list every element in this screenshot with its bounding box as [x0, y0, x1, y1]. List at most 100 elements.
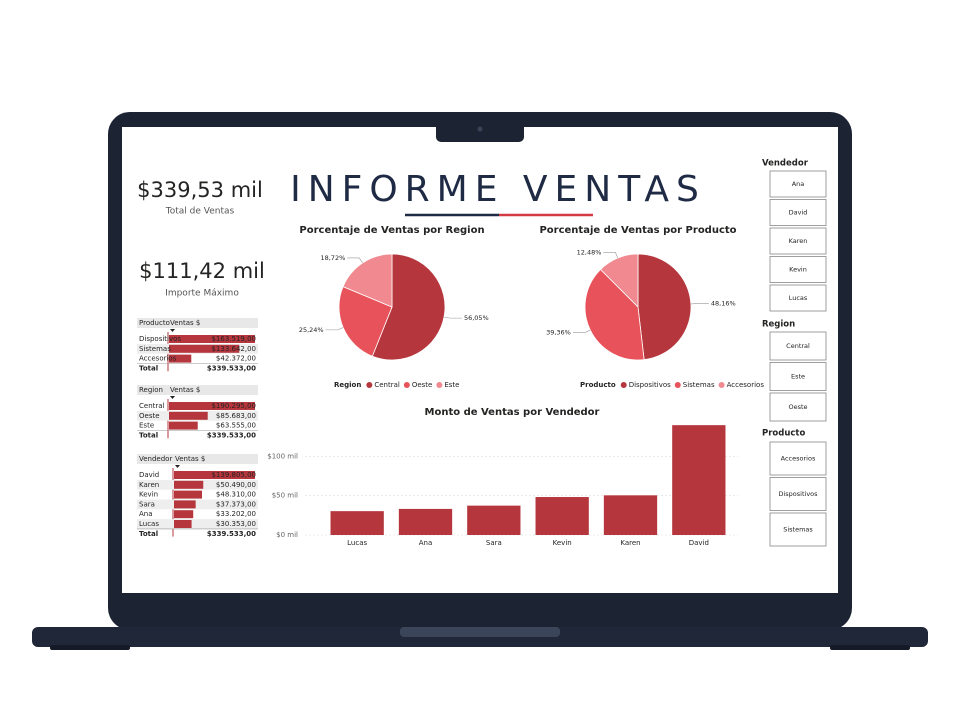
slicer-button-label[interactable]: Kevin	[789, 266, 807, 274]
slicer-button[interactable]	[769, 441, 827, 476]
legend-label: Sistemas	[683, 381, 715, 389]
bar	[398, 508, 453, 535]
kpi-label: Importe Máximo	[165, 289, 239, 299]
legend-label: Central	[374, 381, 400, 389]
table-total: $339.533,00	[207, 530, 256, 538]
legend-marker	[366, 382, 373, 388]
y-tick-label: $0 mil	[276, 531, 298, 539]
kpi-label: Total de Ventas	[165, 207, 235, 217]
table-cell: $33.202,00	[216, 510, 256, 518]
slicer-button-label[interactable]: Accesorios	[781, 455, 816, 463]
pie-title: Porcentaje de Ventas por Region	[299, 225, 484, 236]
table-data-bar	[169, 335, 255, 343]
legend-marker	[674, 382, 681, 388]
y-tick-label: $100 mil	[267, 452, 298, 460]
table-total: $339.533,00	[207, 364, 256, 372]
slicer-button[interactable]	[769, 331, 827, 361]
slicer-button-label[interactable]: Sistemas	[783, 526, 813, 534]
table-cell: $37.373,00	[216, 500, 256, 508]
table-cell: David	[139, 471, 159, 479]
table-data-bar	[169, 344, 240, 353]
table-data-bar	[169, 411, 208, 420]
table-data-bar	[174, 480, 204, 489]
table-cell: Central	[139, 402, 165, 410]
table-cell: Accesorios	[139, 355, 177, 363]
table-cell: Dispositivos	[139, 335, 181, 343]
notch	[436, 122, 524, 142]
slicer-button-label[interactable]: Dispositivos	[778, 490, 818, 498]
table-header: Region	[139, 386, 163, 394]
slicer-button-label[interactable]: Ana	[792, 180, 805, 188]
table-cell: $30.353,00	[216, 520, 256, 528]
table-cell: $85.683,00	[216, 412, 256, 420]
table-data-bar	[169, 402, 255, 410]
slicer-button[interactable]	[769, 227, 827, 255]
table-total: Total	[139, 530, 158, 538]
sort-arrow	[175, 465, 180, 468]
table-header-bg	[137, 318, 258, 328]
slicer-button[interactable]	[769, 362, 827, 391]
bar	[603, 495, 658, 535]
slicer-button-label[interactable]: Lucas	[789, 294, 808, 302]
bar	[330, 511, 384, 535]
chart-title: Monto de Ventas por Vendedor	[425, 407, 600, 418]
table-cell: $42.372,00	[216, 355, 256, 363]
slicer-button[interactable]	[769, 170, 827, 198]
table-total: Total	[139, 364, 158, 372]
slicer-button[interactable]	[769, 392, 827, 422]
bar	[467, 505, 521, 535]
sort-arrow	[170, 396, 175, 399]
laptop-hinge-cutout	[400, 627, 560, 637]
pie-label: 48,16%	[711, 300, 736, 308]
table-header: Ventas $	[170, 319, 200, 327]
table-header: Ventas $	[175, 455, 205, 463]
table-header: Ventas $	[170, 386, 200, 394]
slicer-button[interactable]	[769, 256, 827, 283]
table-header: Producto	[139, 319, 170, 327]
table-cell: Ana	[139, 510, 153, 518]
slicer-button-label[interactable]: Karen	[789, 237, 808, 245]
pie-leader	[603, 252, 619, 259]
laptop-foot	[830, 645, 910, 650]
slicer-button-label[interactable]: Central	[786, 342, 810, 350]
slicer-button[interactable]	[769, 512, 827, 547]
table-cell: Lucas	[139, 520, 159, 528]
table-data-bar	[169, 421, 198, 430]
table-row-bg	[137, 499, 258, 510]
x-tick-label: David	[689, 539, 709, 547]
dashboard-title: INFORME VENTAS	[290, 169, 706, 210]
legend-marker	[718, 382, 725, 388]
sort-arrow	[170, 329, 175, 332]
legend-label: Dispositivos	[629, 381, 671, 389]
slicer-button-label[interactable]: David	[789, 209, 808, 217]
pie-leader	[325, 327, 344, 331]
x-tick-label: Lucas	[347, 539, 367, 547]
pie-leader	[347, 257, 363, 264]
table-cell: $139.805,00	[211, 471, 256, 479]
slicer-button-label[interactable]: Oeste	[788, 403, 807, 411]
x-tick-label: Karen	[620, 539, 640, 547]
legend-label: Accesorios	[727, 381, 765, 389]
table-cell: $48.310,00	[216, 491, 256, 499]
pie-slice	[600, 253, 639, 308]
table-cell: $63.555,00	[216, 422, 256, 430]
table-cell: Oeste	[139, 412, 160, 420]
table-total: $339.533,00	[207, 431, 256, 439]
slicer-button[interactable]	[769, 477, 827, 511]
bar	[535, 497, 589, 535]
slicer-button-label[interactable]: Este	[791, 373, 805, 381]
slicer-button[interactable]	[769, 284, 827, 312]
table-data-bar	[174, 500, 196, 509]
legend-marker	[620, 382, 627, 388]
x-tick-label: Sara	[486, 539, 502, 547]
slicer-button[interactable]	[769, 199, 827, 226]
table-data-bar	[174, 510, 194, 519]
pie-leader	[572, 329, 591, 333]
y-tick-label: $50 mil	[272, 492, 298, 500]
table-cell: Kevin	[139, 491, 158, 499]
pie-leader	[443, 316, 462, 319]
pie-label: 39,36%	[546, 329, 571, 337]
pie-slice	[342, 253, 393, 308]
slicer-title: Producto	[762, 429, 805, 439]
